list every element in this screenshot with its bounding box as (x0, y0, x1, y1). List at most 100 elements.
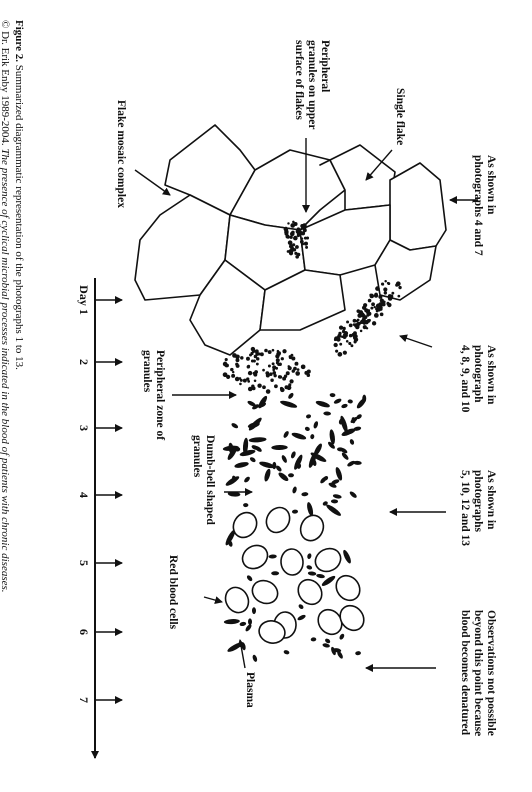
granule (285, 234, 290, 239)
granule (230, 367, 234, 372)
flake-mosaic (134, 124, 447, 356)
day-label: Day 1 (77, 285, 91, 315)
granule (286, 385, 292, 391)
granule (342, 350, 347, 355)
red-blood-cell (317, 608, 343, 636)
red-blood-cell (314, 547, 342, 573)
granule (269, 372, 273, 376)
granule (275, 358, 280, 363)
granule (303, 236, 307, 240)
granule (328, 482, 337, 488)
granule (387, 282, 391, 286)
arrows (91, 138, 478, 759)
red-blood-cell (280, 548, 304, 576)
granule (301, 492, 309, 497)
granule (305, 245, 309, 249)
granule (335, 349, 339, 353)
dumbbell-granule (310, 452, 327, 462)
granule (222, 372, 228, 378)
granule (342, 326, 346, 331)
granule (231, 423, 239, 429)
granule (287, 240, 293, 246)
granule (349, 491, 357, 498)
granule (292, 220, 295, 224)
dumbbell-granule (315, 400, 330, 408)
granule (313, 421, 319, 429)
granule (330, 499, 339, 504)
granule (381, 302, 386, 307)
granule (352, 318, 357, 323)
annotation-line: photographs 4 and 7 (472, 155, 484, 256)
granule (356, 309, 361, 314)
granule (234, 376, 240, 382)
granule (387, 294, 392, 299)
granule (235, 355, 239, 359)
granule (379, 312, 384, 317)
caption-line: Figure 2. Summarized diagrammatic repres… (13, 20, 25, 370)
granule (249, 457, 256, 463)
granule (283, 431, 289, 438)
granule (383, 291, 388, 295)
granule (371, 302, 375, 307)
granule (285, 229, 289, 233)
annotation-line: Dumb-bell shaped (204, 435, 216, 525)
dumbbell-granule (234, 462, 249, 468)
red-blood-cell (297, 578, 323, 606)
granule (287, 222, 290, 225)
granule (242, 378, 247, 383)
annotation-line: granules (191, 435, 203, 478)
dumbbell-granule (242, 437, 249, 455)
granule (310, 637, 317, 642)
granule (289, 235, 293, 239)
granule (250, 359, 254, 363)
granule (353, 460, 362, 465)
day-label: 6 (77, 629, 91, 635)
granule (355, 319, 359, 323)
granule (249, 353, 252, 357)
granule (255, 362, 259, 366)
granule (323, 411, 332, 416)
red-blood-cell (258, 620, 286, 644)
granule (375, 286, 380, 291)
granule (271, 348, 275, 352)
caption-italic: The presence of cyclical microbial proce… (0, 148, 11, 592)
granule (306, 414, 312, 419)
dumbbell-granule (248, 417, 262, 431)
granule (252, 654, 258, 662)
annotation-line: beyond this point because (472, 610, 484, 736)
granule (289, 379, 294, 384)
granule (290, 451, 296, 459)
granule (355, 651, 361, 656)
granule (367, 298, 372, 303)
granule (293, 222, 298, 227)
granule (339, 633, 345, 640)
granule (366, 319, 371, 323)
caption-line: © Dr. Erik Enby 1989-2004. The presence … (0, 20, 11, 593)
day-label: 3 (77, 425, 91, 431)
red-blood-cell (232, 511, 258, 539)
granule (226, 374, 231, 380)
granule (246, 356, 250, 361)
granule (255, 351, 260, 356)
annotation-line: granules on upper (306, 40, 318, 129)
annotation-line: As shown in (485, 470, 497, 530)
granule (248, 618, 253, 626)
granule (366, 313, 370, 317)
granule (259, 352, 264, 357)
granule (347, 428, 356, 435)
granule (288, 473, 294, 478)
granule (373, 305, 376, 309)
annotation-line: Observations not possible (485, 610, 497, 736)
granule (295, 255, 299, 259)
dumbbell-granule (291, 432, 307, 440)
granule (348, 323, 353, 328)
granule (278, 362, 282, 366)
granule (351, 417, 356, 424)
granule (240, 356, 244, 360)
granule (275, 361, 279, 365)
dumbbell-granule (227, 447, 237, 460)
granule (374, 292, 378, 297)
granule (310, 434, 315, 440)
granule (272, 371, 277, 375)
annotation-line: As shown in (485, 345, 497, 405)
